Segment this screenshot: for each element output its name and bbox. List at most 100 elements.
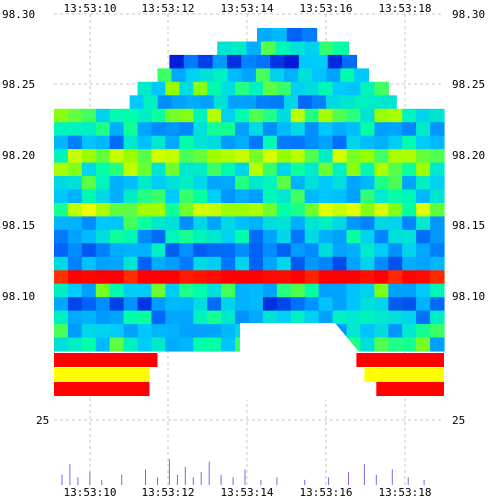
heat-cell <box>290 81 306 96</box>
x-tick-label-top: 13:53:18 <box>379 2 432 15</box>
heat-cell <box>165 189 180 204</box>
heat-cell <box>416 310 431 325</box>
heat-cell <box>109 270 125 285</box>
heat-cell <box>388 297 403 312</box>
heat-cell <box>193 122 208 137</box>
heat-cell <box>276 81 292 96</box>
heat-cell <box>231 41 247 56</box>
heat-cell <box>402 108 417 123</box>
heat-cell <box>67 162 83 177</box>
heat-cell <box>262 122 278 137</box>
heat-cell <box>235 135 250 150</box>
heat-cell <box>165 243 180 258</box>
bottom-band <box>54 382 150 396</box>
y-tick-label-left: 98.20 <box>2 149 35 162</box>
heat-cell <box>185 95 201 110</box>
heat-cell <box>123 310 139 325</box>
heat-cell <box>249 108 264 123</box>
heat-cell <box>275 41 291 56</box>
heat-cell <box>318 216 334 231</box>
heat-cell <box>221 324 236 339</box>
heat-cell <box>304 122 320 137</box>
heat-cell <box>346 122 361 137</box>
heat-cell <box>81 216 97 231</box>
heat-cell <box>179 324 194 339</box>
heat-cell <box>318 149 334 164</box>
heat-cell <box>332 216 348 231</box>
heat-cell <box>193 162 208 177</box>
bottom-band <box>376 382 444 396</box>
heat-cell <box>388 135 403 150</box>
heat-cell <box>193 256 208 271</box>
heat-cell <box>193 135 208 150</box>
heat-cell <box>298 95 313 110</box>
heat-cell <box>207 283 222 298</box>
heat-cell <box>54 243 69 258</box>
heat-cell <box>332 256 348 271</box>
heat-cell <box>235 108 250 123</box>
heat-cell <box>193 324 208 339</box>
heat-cell <box>179 122 194 137</box>
heat-cell <box>199 95 215 110</box>
heat-cell <box>165 162 180 177</box>
heat-cell <box>221 135 236 150</box>
heat-cell <box>271 28 288 43</box>
heat-cell <box>235 122 250 137</box>
heat-cell <box>151 203 166 218</box>
heat-cell <box>221 283 236 298</box>
heat-cell <box>290 135 306 150</box>
heat-cell <box>304 270 320 285</box>
heat-cell <box>95 337 111 352</box>
heat-cell <box>332 162 348 177</box>
heat-cell <box>249 243 264 258</box>
heat-cell <box>67 243 83 258</box>
heat-cell <box>151 189 166 204</box>
heat-cell <box>54 149 69 164</box>
heat-cell <box>346 270 361 285</box>
heat-cell <box>193 243 208 258</box>
heat-cell <box>304 256 320 271</box>
heat-cell <box>290 176 306 191</box>
heat-cell <box>81 108 97 123</box>
heat-cell <box>67 324 83 339</box>
heat-cell <box>165 203 180 218</box>
heat-cell <box>221 256 236 271</box>
heat-cell <box>388 256 403 271</box>
bottom-band <box>356 353 444 367</box>
heat-cell <box>327 54 343 69</box>
heat-cell <box>318 256 334 271</box>
heat-cell <box>430 270 445 285</box>
heat-cell <box>276 229 292 244</box>
heat-cell <box>374 243 389 258</box>
y-tick-label-right: 98.10 <box>452 290 485 303</box>
heat-cell <box>213 95 229 110</box>
heat-cell <box>388 283 403 298</box>
heat-cell <box>165 122 180 137</box>
heat-cell <box>290 41 306 56</box>
heat-cell <box>402 256 417 271</box>
heat-cell <box>360 189 375 204</box>
heat-cell <box>109 297 125 312</box>
heat-cell <box>354 68 369 83</box>
heat-cell <box>235 189 250 204</box>
heat-cell <box>54 310 69 325</box>
heat-cell <box>171 68 187 83</box>
heat-cell <box>81 135 97 150</box>
heat-cell <box>179 310 194 325</box>
heat-cell <box>360 135 375 150</box>
heat-cell <box>276 135 292 150</box>
heat-cell <box>95 189 111 204</box>
heat-cell <box>123 229 139 244</box>
heat-cell <box>382 95 397 110</box>
heat-cell <box>402 297 417 312</box>
heat-cell <box>416 189 431 204</box>
heat-cell <box>388 162 403 177</box>
heat-cell <box>123 108 139 123</box>
heat-cell <box>298 68 313 83</box>
heat-cell <box>207 189 222 204</box>
heat-cell <box>326 95 341 110</box>
heat-cell <box>284 95 299 110</box>
heat-cell <box>179 81 194 96</box>
heat-cell <box>262 176 278 191</box>
heat-cell <box>81 229 97 244</box>
